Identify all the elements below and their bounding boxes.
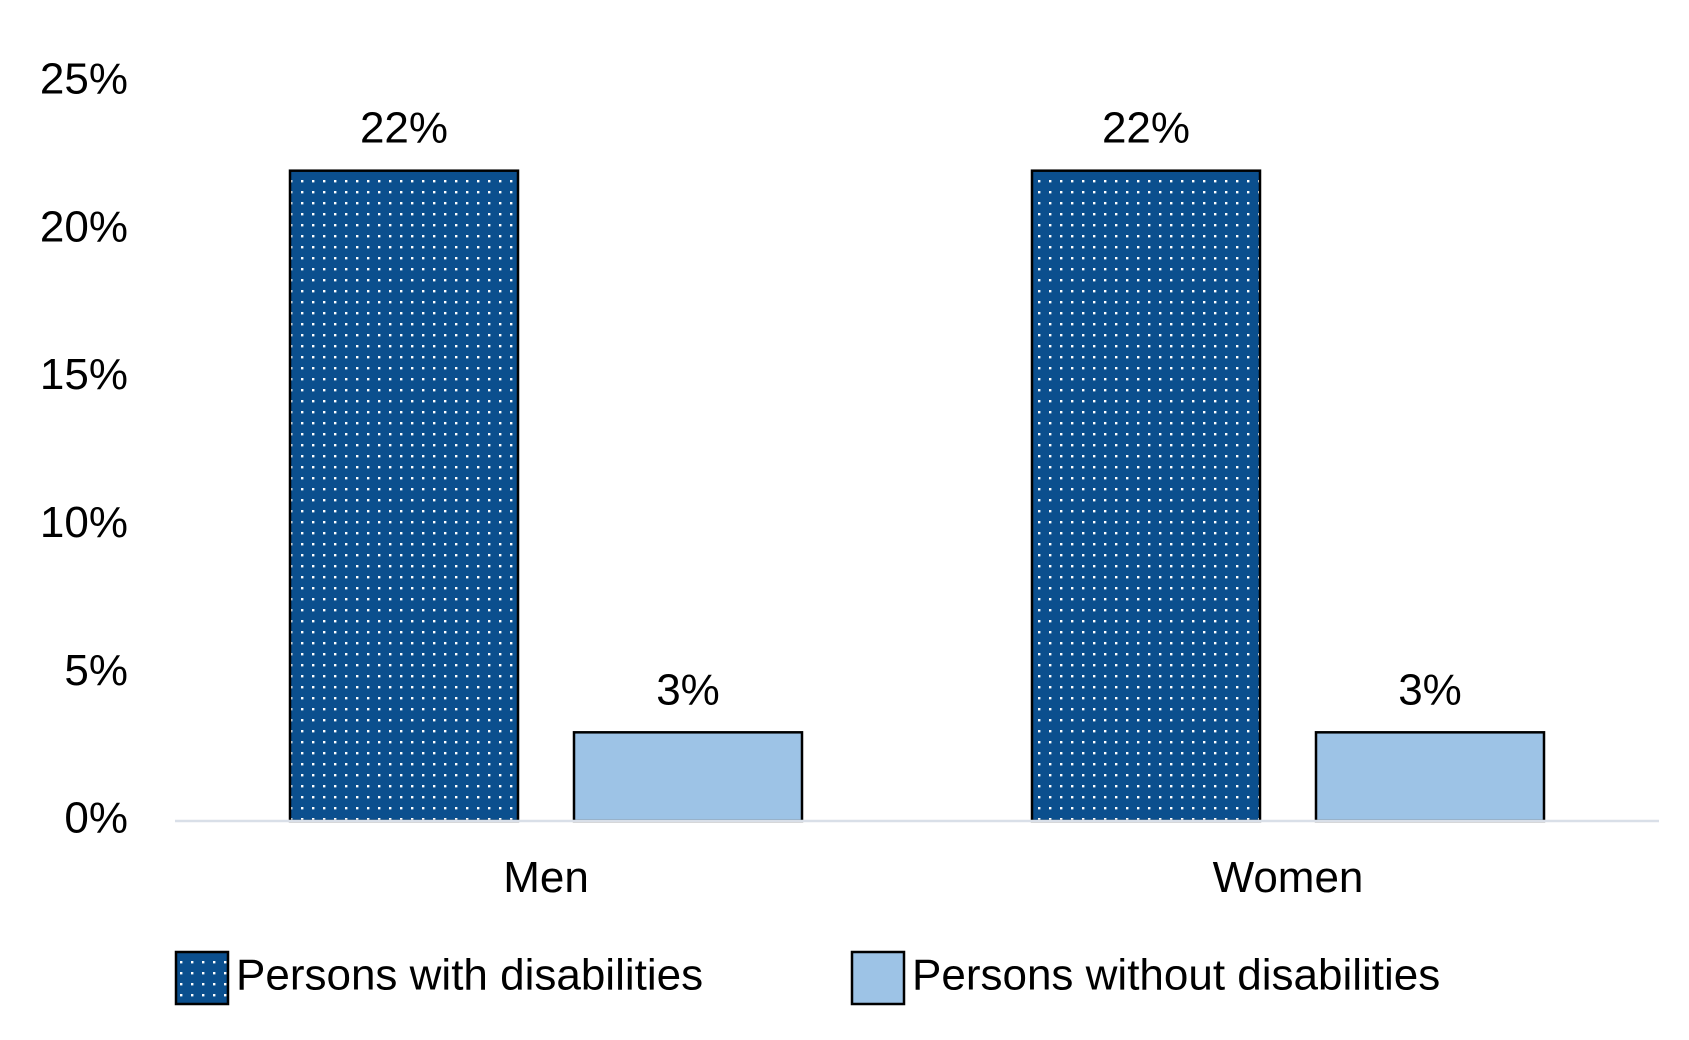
data-label: 22% — [360, 104, 448, 153]
y-tick-label: 20% — [40, 202, 128, 251]
bar-without-disabilities-men — [572, 731, 804, 823]
y-axis-tick-labels: 0% 5% 10% 15% 20% 25% — [40, 55, 128, 843]
bar-with-disabilities-women — [1030, 169, 1262, 823]
data-label: 3% — [656, 665, 720, 714]
legend-swatch-with-disabilities — [174, 950, 230, 1006]
y-tick-label: 10% — [40, 498, 128, 547]
data-label: 22% — [1102, 104, 1190, 153]
legend-label-with-disabilities: Persons with disabilities — [236, 951, 703, 1000]
value-labels: 22% 22% 3% 3% — [360, 104, 1462, 715]
y-tick-label: 5% — [64, 646, 128, 695]
legend: Persons with disabilities Persons without… — [174, 950, 1440, 1006]
x-axis-category-labels: Men Women — [503, 853, 1363, 902]
bar-with-disabilities-men — [288, 169, 520, 823]
category-label-men: Men — [503, 853, 589, 902]
y-tick-label: 15% — [40, 350, 128, 399]
legend-label-without-disabilities: Persons without disabilities — [912, 951, 1440, 1000]
y-tick-label: 25% — [40, 55, 128, 104]
y-tick-label: 0% — [64, 794, 128, 843]
legend-swatch-without-disabilities — [850, 950, 906, 1006]
category-label-women: Women — [1213, 853, 1364, 902]
data-label: 3% — [1398, 665, 1462, 714]
bar-group — [288, 169, 1546, 823]
bar-without-disabilities-women — [1314, 731, 1546, 823]
